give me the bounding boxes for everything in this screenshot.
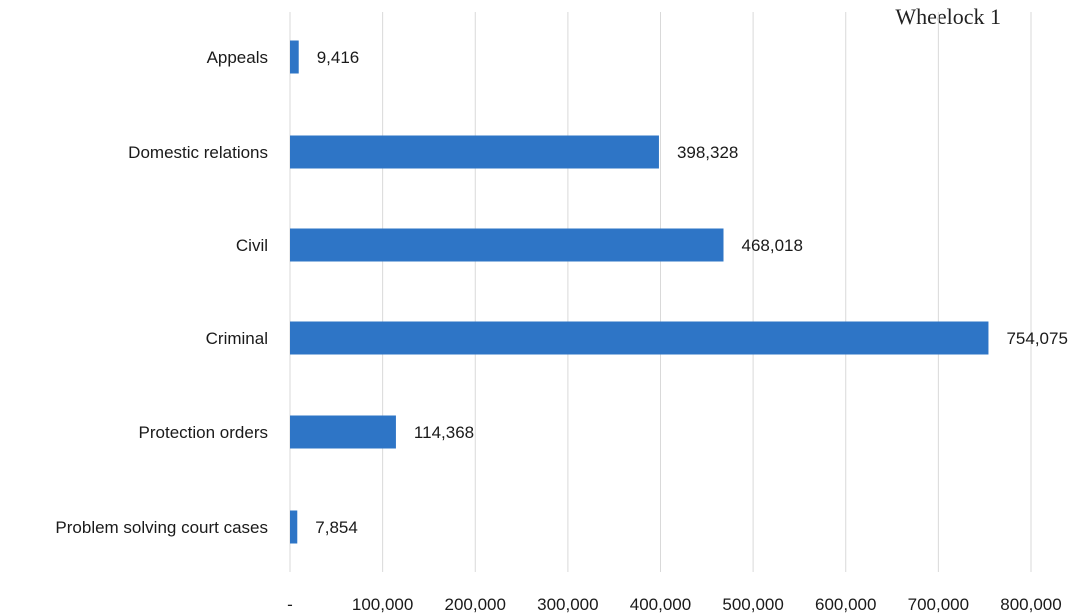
bar-domestic-relations [290, 135, 659, 169]
bar-criminal [290, 321, 989, 355]
category-label: Appeals [207, 48, 268, 67]
x-tick-label: - [287, 595, 293, 614]
corner-note: Wheelock 1 [895, 4, 1001, 29]
category-label: Protection orders [139, 423, 268, 442]
value-labels: 9,416 398,328 468,018 754,075 114,368 7,854 [315, 48, 1068, 537]
category-label: Problem solving court cases [55, 518, 268, 537]
data-label: 7,854 [315, 518, 358, 537]
x-tick-label: 100,000 [352, 595, 413, 614]
category-label: Civil [236, 236, 268, 255]
x-tick-label: 200,000 [445, 595, 506, 614]
x-tick-label: 800,000 [1000, 595, 1061, 614]
data-label: 114,368 [414, 423, 474, 442]
gridlines [289, 12, 1032, 572]
bars [290, 40, 989, 544]
data-label: 9,416 [317, 48, 360, 67]
x-tick-label: 300,000 [537, 595, 598, 614]
data-label: 754,075 [1006, 329, 1067, 348]
data-label: 398,328 [677, 143, 738, 162]
category-label: Domestic relations [128, 143, 268, 162]
category-labels: Appeals Domestic relations Civil Criminal Pr… [55, 48, 268, 537]
bar-appeals [290, 40, 299, 74]
x-axis-tick-labels: - 100,000 200,000 300,000 400,000 500,000 600,… [287, 595, 1062, 614]
x-tick-label: 600,000 [815, 595, 876, 614]
category-label: Criminal [206, 329, 268, 348]
bar-protection-orders [290, 415, 396, 449]
x-tick-label: 500,000 [722, 595, 783, 614]
x-tick-label: 700,000 [908, 595, 969, 614]
bar-problem-solving-court-cases [290, 510, 298, 544]
data-label: 468,018 [742, 236, 803, 255]
bar-civil [290, 228, 724, 262]
x-tick-label: 400,000 [630, 595, 691, 614]
